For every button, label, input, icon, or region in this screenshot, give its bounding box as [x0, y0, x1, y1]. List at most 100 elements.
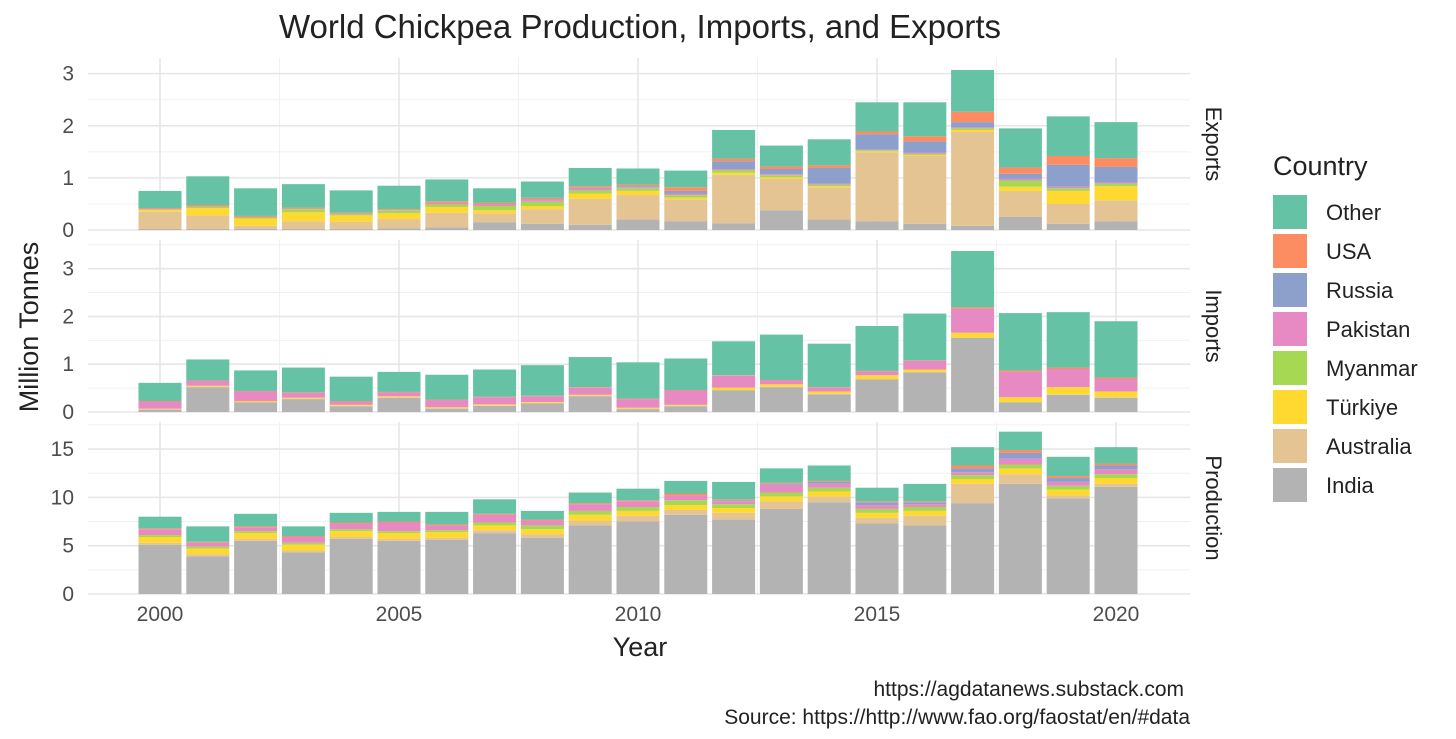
bar-segment	[616, 500, 660, 502]
bar-segment	[616, 488, 660, 501]
bar-segment	[329, 531, 373, 537]
bar-segment	[1046, 186, 1090, 189]
bar-segment	[1046, 155, 1090, 165]
bar-segment	[138, 401, 182, 409]
x-tick-label: 2000	[137, 603, 184, 626]
bar-segment	[520, 534, 564, 538]
legend-swatch	[1273, 429, 1307, 463]
bar-segment	[138, 529, 182, 536]
bar-segment	[377, 371, 421, 392]
bar-segment	[186, 359, 230, 381]
bar-segment	[712, 387, 756, 391]
bar-segment	[377, 522, 421, 532]
bar-segment	[759, 468, 803, 483]
bar-segment	[903, 372, 947, 412]
bar-segment	[520, 401, 564, 403]
bar-segment	[234, 217, 278, 219]
bar-segment	[473, 530, 517, 534]
bar-segment	[1046, 190, 1090, 204]
bar-segment	[855, 375, 899, 380]
bar-segment	[186, 204, 230, 207]
bar-segment	[425, 400, 469, 408]
bar-segment	[759, 174, 803, 176]
bar-segment	[138, 211, 182, 229]
bar-segment	[1094, 486, 1138, 594]
bar-segment	[998, 474, 1042, 484]
bar-segment	[281, 552, 325, 594]
bar-segment	[329, 190, 373, 213]
bar-segment	[807, 165, 851, 168]
bar-segment	[329, 538, 373, 594]
bar-segment	[998, 397, 1042, 402]
bar-segment	[425, 524, 469, 526]
bar-segment	[1094, 186, 1138, 201]
bar-segment	[903, 515, 947, 526]
bar-segment	[377, 533, 421, 539]
bar-segment	[281, 536, 325, 537]
bar-segment	[616, 186, 660, 188]
bar-segment	[712, 504, 756, 508]
bar-segment	[425, 530, 469, 533]
bar-segment	[1046, 188, 1090, 191]
legend-swatch	[1273, 273, 1307, 307]
legend-swatch	[1273, 195, 1307, 229]
bar-segment	[1094, 321, 1138, 378]
bar-segment	[520, 197, 564, 200]
bar-segment	[951, 483, 995, 504]
bar-segment	[234, 531, 278, 534]
bar-segment	[568, 492, 612, 504]
bar-segment	[951, 69, 995, 112]
bar-segment	[520, 519, 564, 521]
bar-segment	[807, 502, 851, 594]
bar-segment	[520, 510, 564, 520]
bar-segment	[473, 202, 517, 205]
bar-segment	[1094, 465, 1138, 470]
bar-segment	[998, 128, 1042, 168]
bar-segment	[951, 479, 995, 484]
bar-segment	[568, 188, 612, 191]
bar-segment	[903, 155, 947, 224]
bar-segment	[855, 131, 899, 135]
bar-segment	[807, 387, 851, 392]
bar-segment	[616, 521, 660, 594]
bar-segment	[1046, 394, 1090, 412]
facet-label: Imports	[1201, 289, 1226, 362]
bar-segment	[712, 172, 756, 175]
bar-segment	[234, 533, 278, 539]
bar-segment	[1094, 200, 1138, 222]
bar-segment	[759, 175, 803, 178]
bar-segment	[520, 403, 564, 412]
bar-segment	[1046, 485, 1090, 490]
bar-segment	[425, 207, 469, 213]
bar-segment	[377, 396, 421, 398]
bar-segment	[807, 139, 851, 166]
bar-segment	[616, 195, 660, 220]
facet-panels: 0 1 2 3 Exports 0 1 2 3 Imports 0 5 10 15 Production	[51, 58, 1226, 606]
bar-segment	[1094, 221, 1138, 230]
bar-segment	[951, 308, 995, 333]
bar-segment	[951, 472, 995, 476]
bar-segment	[951, 503, 995, 594]
bar-segment	[855, 517, 899, 524]
bar-segment	[186, 228, 230, 230]
bar-segment	[664, 404, 708, 406]
bar-segment	[329, 401, 373, 405]
bar-segment	[425, 374, 469, 400]
bar-segment	[759, 210, 803, 230]
bar-segment	[712, 501, 756, 505]
bar-segment	[807, 167, 851, 184]
bar-segment	[377, 521, 421, 523]
bar-segment	[138, 382, 182, 402]
bar-segment	[712, 129, 756, 159]
bar-segment	[473, 513, 517, 515]
bar-segment	[377, 210, 421, 214]
bar-segment	[903, 507, 947, 511]
bar-segment	[234, 188, 278, 216]
bar-segment	[855, 508, 899, 513]
bar-segment	[186, 546, 230, 549]
bar-segment	[329, 214, 373, 216]
bar-segment	[377, 213, 421, 220]
bar-segment	[1094, 397, 1138, 412]
bar-segment	[1046, 476, 1090, 479]
bar-segment	[377, 209, 421, 211]
